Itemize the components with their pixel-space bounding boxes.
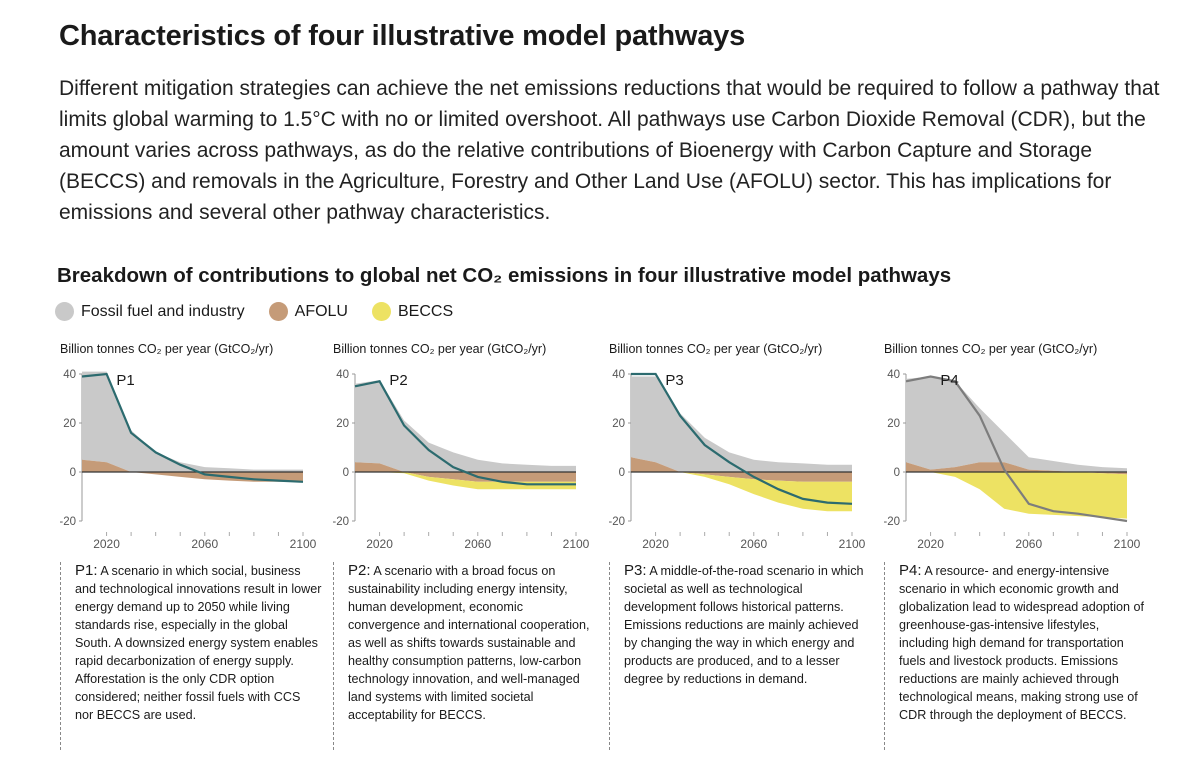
x-tick-label: 2020 xyxy=(642,537,669,551)
description-label: P2: xyxy=(348,562,371,579)
description-p1: P1: A scenario in which social, business… xyxy=(60,562,322,750)
panel-label: P1 xyxy=(116,372,134,389)
legend-label-fossil: Fossil fuel and industry xyxy=(81,302,245,320)
y-tick-label: 40 xyxy=(612,369,625,381)
y-tick-label: 0 xyxy=(70,467,76,479)
y-tick-label: -20 xyxy=(333,516,349,528)
net-emissions-line xyxy=(81,372,304,483)
y-axis-label: Billion tonnes CO₂ per year (GtCO₂/yr) xyxy=(60,342,274,356)
x-tick-label: 2100 xyxy=(290,537,317,551)
chart-p2: 40 20 0 -20 2020 2060 2100 P2 xyxy=(333,369,590,551)
afolu-negative-area xyxy=(355,472,576,482)
intro-paragraph: Different mitigation strategies can achi… xyxy=(59,77,1160,224)
panel-p4: Billion tonnes CO₂ per year (GtCO₂/yr) 4… xyxy=(884,340,1154,750)
description-label: P3: xyxy=(624,562,647,579)
afolu-area xyxy=(631,457,852,472)
fossil-area xyxy=(631,376,852,472)
afolu-area xyxy=(906,462,1127,472)
panel-p2: Billion tonnes CO₂ per year (GtCO₂/yr) 4… xyxy=(333,340,603,750)
description-label: P1: xyxy=(75,562,98,579)
afolu-area xyxy=(355,462,576,472)
legend-item-beccs: BECCS xyxy=(371,302,454,321)
beccs-area xyxy=(906,472,1127,519)
x-tick-label: 2100 xyxy=(563,537,590,551)
beccs-area xyxy=(631,472,852,512)
description-p2: P2: A scenario with a broad focus on sus… xyxy=(333,562,595,750)
panel-label: P4 xyxy=(940,372,958,389)
x-tick-label: 2100 xyxy=(1114,537,1141,551)
x-tick-label: 2020 xyxy=(366,537,393,551)
y-axis-label: Billion tonnes CO₂ per year (GtCO₂/yr) xyxy=(333,342,547,356)
fossil-area xyxy=(906,376,1127,472)
y-tick-label: 0 xyxy=(619,467,625,479)
beccs-area xyxy=(355,472,576,490)
x-tick-label: 2060 xyxy=(191,537,218,551)
net-emissions-line xyxy=(905,375,1128,523)
legend-label-beccs: BECCS xyxy=(397,302,454,320)
y-tick-label: 40 xyxy=(887,369,900,381)
legend-item-fossil: Fossil fuel and industry xyxy=(55,302,245,321)
panel-p1: Billion tonnes CO₂ per year (GtCO₂/yr) 4… xyxy=(60,340,330,750)
fossil-area xyxy=(82,371,303,472)
legend-swatch-afolu xyxy=(268,302,288,321)
y-tick-label: 0 xyxy=(894,467,900,479)
y-tick-label: -20 xyxy=(884,516,900,528)
chart-p4: 40 20 0 -20 2020 2060 2100 P4 xyxy=(884,369,1141,551)
x-tick-label: 2060 xyxy=(464,537,491,551)
y-tick-label: 20 xyxy=(887,418,900,430)
legend-item-afolu: AFOLU xyxy=(268,302,348,321)
description-text: A resource- and energy-intensive scenari… xyxy=(899,564,1145,722)
panel-label: P3 xyxy=(665,372,683,389)
description-p3: P3: A middle-of-the-road scenario in whi… xyxy=(609,562,871,750)
description-text: A middle-of-the-road scenario in which s… xyxy=(624,564,864,686)
legend-swatch-fossil xyxy=(55,302,74,321)
y-tick-label: -20 xyxy=(60,516,76,528)
legend-label-afolu: AFOLU xyxy=(294,302,348,320)
legend: Fossil fuel and industry AFOLU BECCS xyxy=(55,302,477,321)
description-text: A scenario in which social, business and… xyxy=(75,564,322,722)
panel-label: P2 xyxy=(389,372,407,389)
afolu-area xyxy=(82,459,303,472)
panel-p3: Billion tonnes CO₂ per year (GtCO₂/yr) 4… xyxy=(609,340,879,750)
y-tick-label: 0 xyxy=(343,467,349,479)
x-tick-label: 2060 xyxy=(1015,537,1042,551)
net-emissions-line xyxy=(631,372,853,505)
y-tick-label: 40 xyxy=(336,369,349,381)
y-axis-label: Billion tonnes CO₂ per year (GtCO₂/yr) xyxy=(884,342,1098,356)
chart-p3: 40 20 0 -20 2020 2060 2100 P3 xyxy=(609,369,866,551)
y-tick-label: 20 xyxy=(336,418,349,430)
description-text: A scenario with a broad focus on sustain… xyxy=(348,564,590,722)
y-tick-label: -20 xyxy=(609,516,625,528)
y-tick-label: 20 xyxy=(63,418,76,430)
chart-p1: 40 20 0 -20 2020 2060 2100 P1 xyxy=(60,369,317,551)
y-axis-label: Billion tonnes CO₂ per year (GtCO₂/yr) xyxy=(609,342,823,356)
fossil-area xyxy=(355,380,576,472)
section-title: Breakdown of contributions to global net… xyxy=(57,264,952,287)
page-title: Characteristics of four illustrative mod… xyxy=(59,20,745,52)
y-tick-label: 40 xyxy=(63,369,76,381)
legend-swatch-beccs xyxy=(371,302,391,321)
x-tick-label: 2020 xyxy=(917,537,944,551)
net-emissions-line xyxy=(354,380,576,486)
x-tick-label: 2100 xyxy=(839,537,866,551)
afolu-negative-area xyxy=(631,472,852,482)
description-p4: P4: A resource- and energy-intensive sce… xyxy=(884,562,1146,750)
x-tick-label: 2060 xyxy=(740,537,767,551)
x-tick-label: 2020 xyxy=(93,537,120,551)
y-tick-label: 20 xyxy=(612,418,625,430)
description-label: P4: xyxy=(899,562,922,579)
